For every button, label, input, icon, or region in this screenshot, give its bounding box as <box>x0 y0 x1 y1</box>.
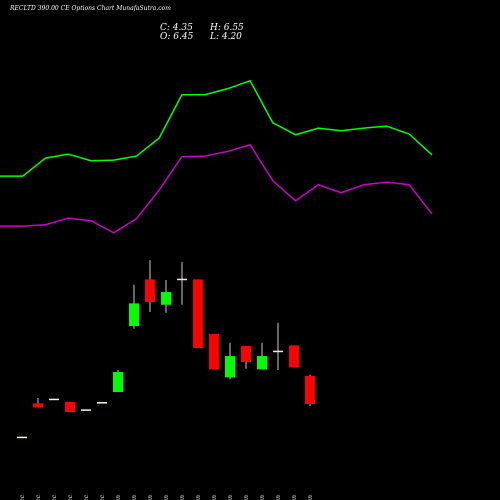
x-tick-label: 14 Jan <box>259 495 266 500</box>
candle-body <box>49 398 59 401</box>
x-tick-label: 30 Dec <box>83 494 90 500</box>
chart-title: RECLTD 390.00 CE Options Chart MunafaSut… <box>9 5 171 12</box>
candle-body <box>241 346 251 363</box>
candle-body <box>273 350 283 353</box>
x-tick-label: 19 Dec <box>19 494 26 500</box>
x-tick-label: 10 Jan <box>227 495 234 500</box>
x-tick-label: 27 Dec <box>67 494 74 500</box>
candle-body <box>209 334 219 370</box>
ohlc-label: H: 6.55 <box>209 23 244 33</box>
x-tick-label: 23 Dec <box>35 494 42 500</box>
x-tick-label: 26 Dec <box>51 494 58 500</box>
candle-body <box>177 278 187 281</box>
x-tick-label: 09 Jan <box>211 495 218 500</box>
x-tick-label: 16 Jan <box>275 495 282 500</box>
x-tick-label: 06 Jan <box>163 495 170 500</box>
x-tick-label: 20 Jan <box>307 495 314 500</box>
line-series <box>0 143 433 234</box>
candle-body <box>225 356 235 378</box>
x-tick-label: 08 Jan <box>195 495 202 500</box>
candle-body <box>145 279 155 303</box>
x-tick-label: 03 Jan <box>147 495 154 500</box>
candle-body <box>33 403 43 408</box>
candle-body <box>97 402 107 404</box>
ohlc-label: L: 4.20 <box>209 32 242 42</box>
candle-body <box>289 345 299 368</box>
candle-body <box>65 402 75 413</box>
x-tick-label: 02 Jan <box>131 495 138 500</box>
candle-body <box>257 356 267 370</box>
x-tick-label: 13 Jan <box>243 495 250 500</box>
candle-body <box>305 376 315 405</box>
candle-body <box>113 372 123 393</box>
candle-body <box>193 279 203 349</box>
x-tick-label: 07 Jan <box>179 495 186 500</box>
x-tick-label: 01 Jan <box>115 495 122 500</box>
x-tick-label: 17 Jan <box>291 495 298 500</box>
x-tick-label: 31 Dec <box>99 494 106 500</box>
candle-body <box>129 303 139 327</box>
candle-body <box>161 292 171 305</box>
candle-body <box>81 409 91 411</box>
candle-body <box>17 436 27 439</box>
ohlc-label: C: 4.35 <box>160 23 193 33</box>
line-series <box>0 79 433 177</box>
ohlc-label: O: 6.45 <box>160 32 194 42</box>
